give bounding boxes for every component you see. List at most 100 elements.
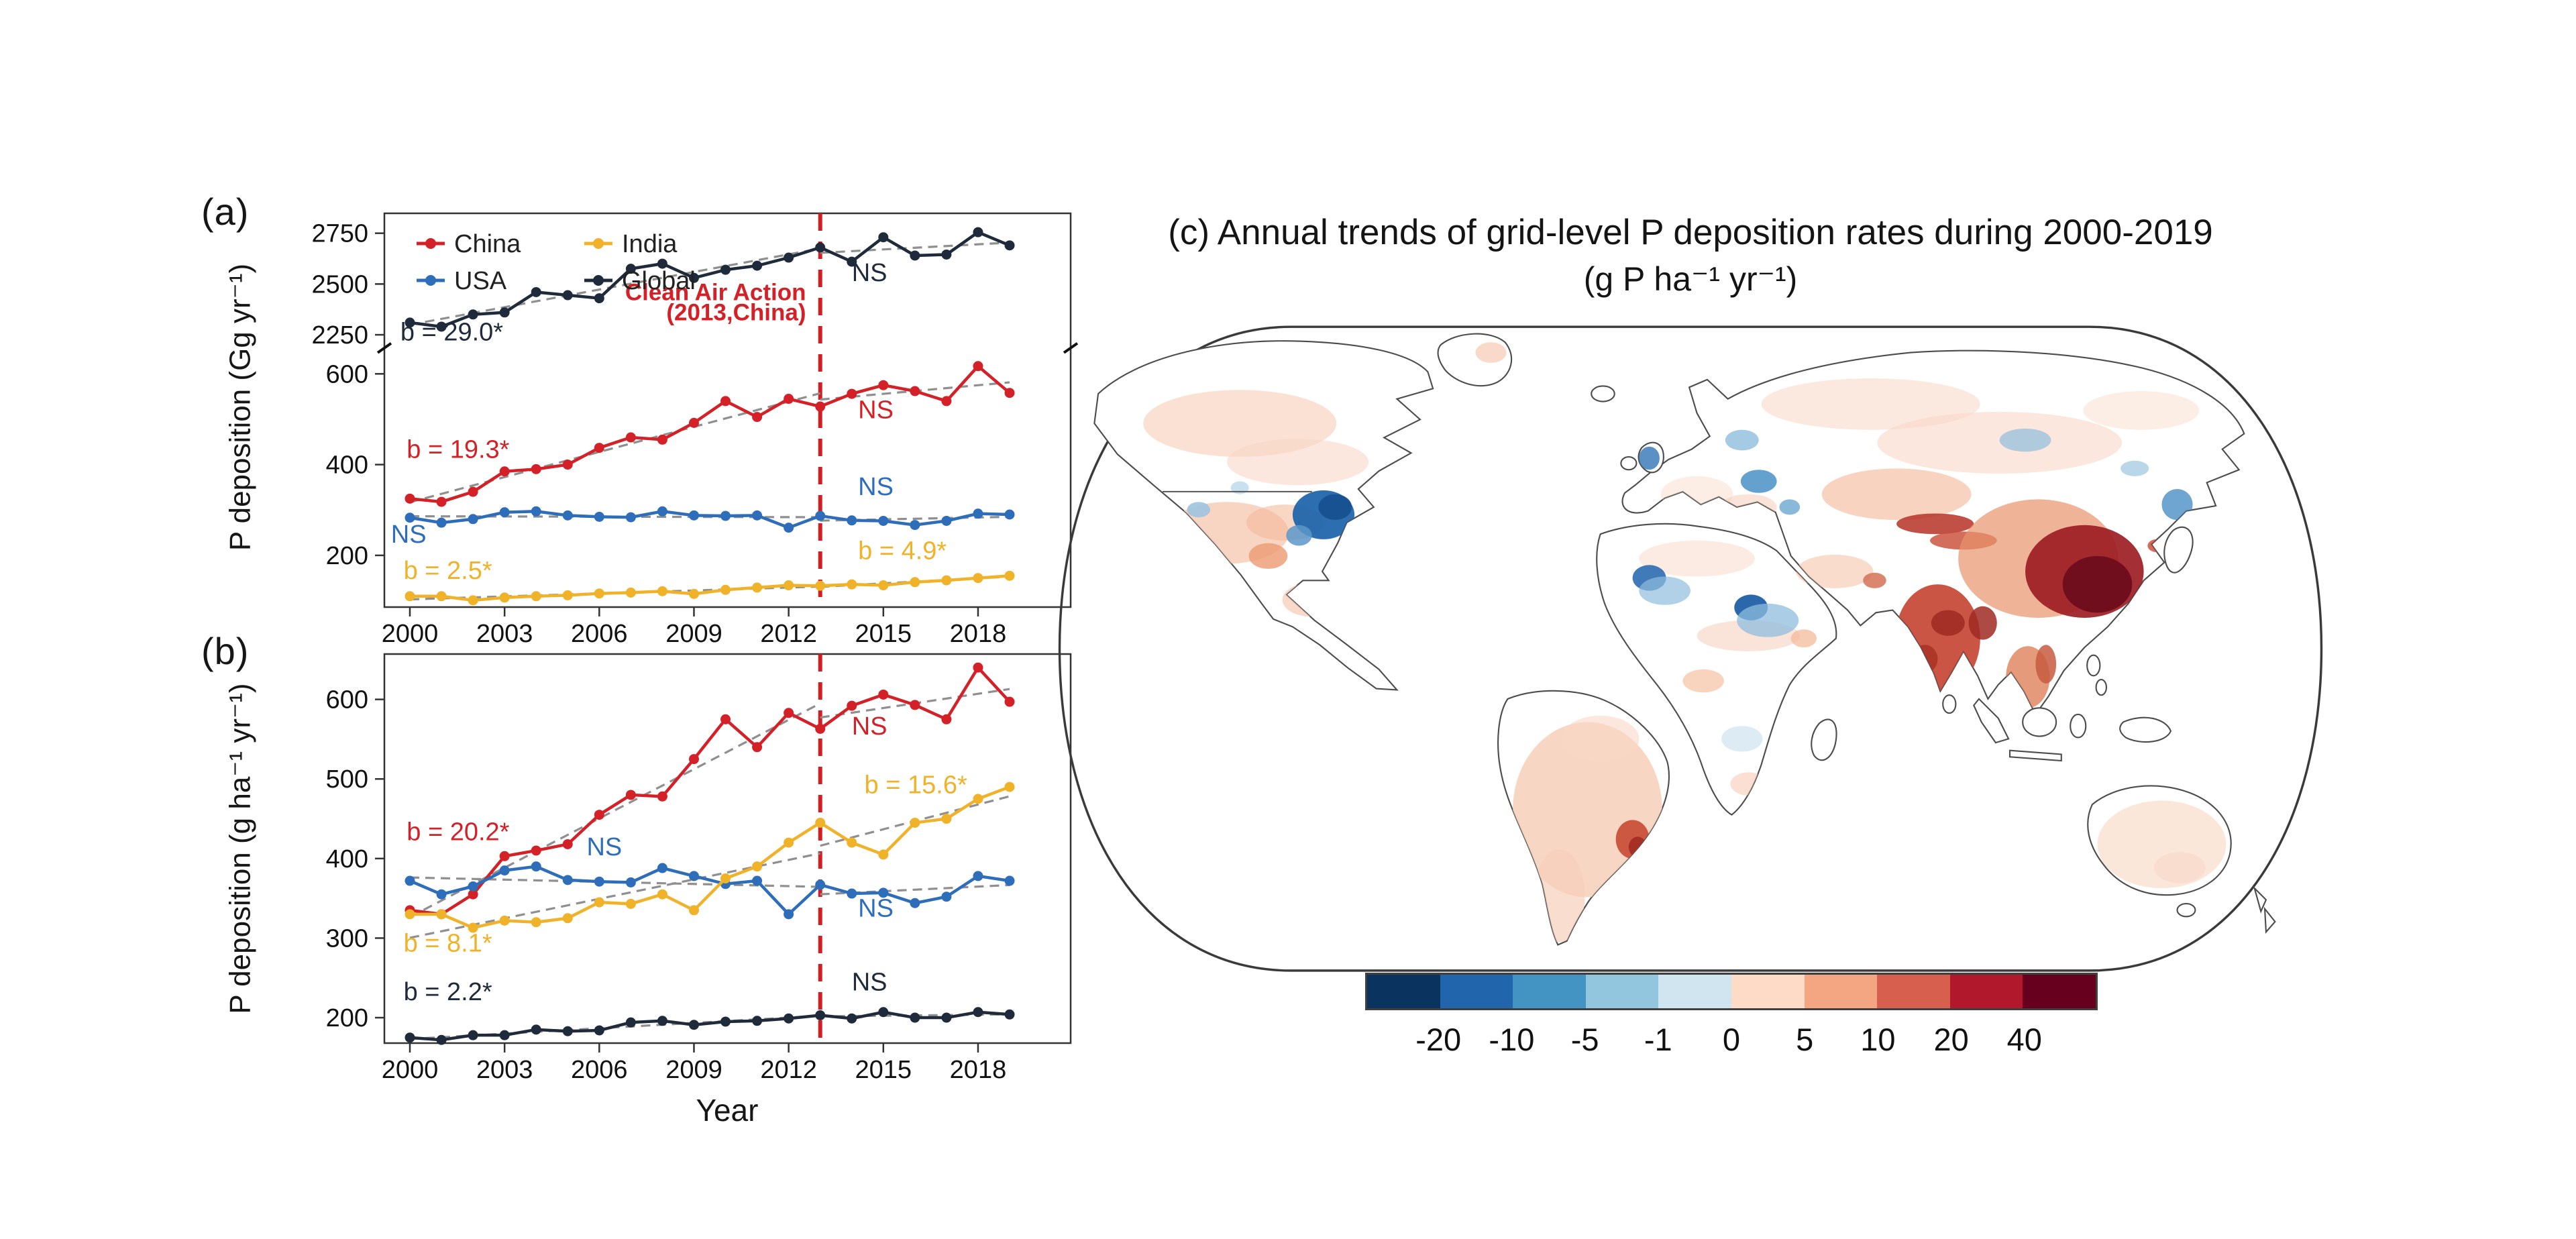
map-title-line1: (c) Annual trends of grid-level P deposi… <box>1168 213 2213 252</box>
data-point <box>625 512 636 523</box>
island-sumatra <box>1973 698 2010 744</box>
patch-northeast-asia-decline <box>2161 489 2193 521</box>
y-tick-label: 2750 <box>311 220 368 248</box>
x-axis-title: Year <box>696 1093 759 1128</box>
data-point <box>752 260 763 271</box>
series-china <box>405 361 1015 507</box>
data-point <box>847 515 857 526</box>
data-point <box>1004 782 1015 792</box>
data-point <box>657 586 667 596</box>
data-point <box>499 851 510 861</box>
data-point <box>910 1012 920 1023</box>
x-tick-label: 2000 <box>382 1056 439 1084</box>
y-tick-label: 600 <box>326 360 368 388</box>
data-point <box>594 588 604 599</box>
data-point <box>941 575 952 586</box>
data-point <box>499 1030 510 1040</box>
colorbar-segment <box>1877 975 1950 1008</box>
data-point <box>594 443 604 453</box>
data-point <box>815 242 826 253</box>
data-point <box>1004 570 1015 581</box>
data-point <box>531 286 541 297</box>
legend-marker-dot <box>593 238 604 249</box>
data-point <box>499 592 510 603</box>
x-tick-label: 2006 <box>571 620 628 648</box>
data-point <box>531 845 541 856</box>
data-point <box>815 879 826 890</box>
data-point <box>720 396 731 407</box>
data-point <box>625 587 636 598</box>
island-ireland <box>1620 455 1638 471</box>
x-tick-label: 2003 <box>476 620 533 648</box>
data-point <box>531 591 541 602</box>
data-point <box>941 814 952 824</box>
colorbar-segment <box>1367 975 1440 1008</box>
data-point <box>594 897 604 908</box>
data-point <box>752 582 763 593</box>
data-point <box>973 508 983 519</box>
colorbar-segment <box>2023 975 2096 1008</box>
data-point <box>720 584 731 595</box>
data-point <box>594 876 604 887</box>
data-point <box>815 817 826 828</box>
data-point <box>784 1013 794 1024</box>
series-line <box>410 785 1010 930</box>
series-india <box>405 570 1015 606</box>
data-point <box>657 506 667 517</box>
island-borneo <box>2022 707 2057 737</box>
annotation: b = 4.9* <box>858 537 947 565</box>
data-point <box>815 580 826 591</box>
data-point <box>878 380 889 390</box>
data-point <box>436 517 447 528</box>
colorbar-tick-label: -20 <box>1415 1022 1462 1057</box>
y-tick-label: 2250 <box>311 321 368 349</box>
legend-label: India <box>622 230 678 258</box>
annotation: b = 8.1* <box>404 930 492 958</box>
data-point <box>720 873 731 883</box>
island-japan <box>2163 526 2194 574</box>
trend-line-global <box>820 241 1010 254</box>
data-point <box>436 591 447 602</box>
data-point <box>594 810 604 820</box>
patch-uk-decline <box>1639 446 1660 470</box>
series-line <box>409 230 1010 329</box>
colorbar-segment <box>1804 975 1878 1008</box>
data-point <box>657 434 667 445</box>
y-tick-label: 400 <box>326 451 368 480</box>
data-point <box>784 394 794 405</box>
panel-a-label: (a) <box>201 191 250 233</box>
y-tick-label: 300 <box>326 924 368 953</box>
data-point <box>815 401 826 412</box>
data-point <box>973 227 983 237</box>
data-point <box>531 917 541 928</box>
data-point <box>973 794 983 804</box>
data-point <box>910 250 920 261</box>
legend-item-usa: USA <box>417 267 507 295</box>
colorbar-tick-label: 10 <box>1860 1022 1896 1057</box>
map-colorbar <box>1365 973 2098 1010</box>
data-point <box>657 863 667 873</box>
data-point <box>436 1034 447 1045</box>
series-global <box>405 227 1015 332</box>
legend-item-global: Global <box>584 267 696 295</box>
data-point <box>910 577 920 588</box>
y-tick-label: 500 <box>326 765 368 794</box>
data-point <box>405 1032 415 1043</box>
data-point <box>562 1026 573 1036</box>
island-tasmania <box>2176 903 2196 918</box>
data-point <box>468 309 478 320</box>
annotation: NS <box>858 473 894 501</box>
data-point <box>405 493 415 504</box>
colorbar-tick-label: 40 <box>2006 1022 2042 1057</box>
x-tick-label: 2003 <box>476 1056 533 1084</box>
data-point <box>847 256 857 267</box>
data-point <box>847 579 857 590</box>
data-point <box>688 272 699 283</box>
data-point <box>405 591 415 602</box>
annotation: b = 20.2* <box>407 818 509 847</box>
x-tick-label: 2009 <box>665 620 722 648</box>
legend-marker-dot <box>425 275 436 286</box>
data-point <box>941 396 952 407</box>
legend-marker-dot <box>593 275 604 286</box>
